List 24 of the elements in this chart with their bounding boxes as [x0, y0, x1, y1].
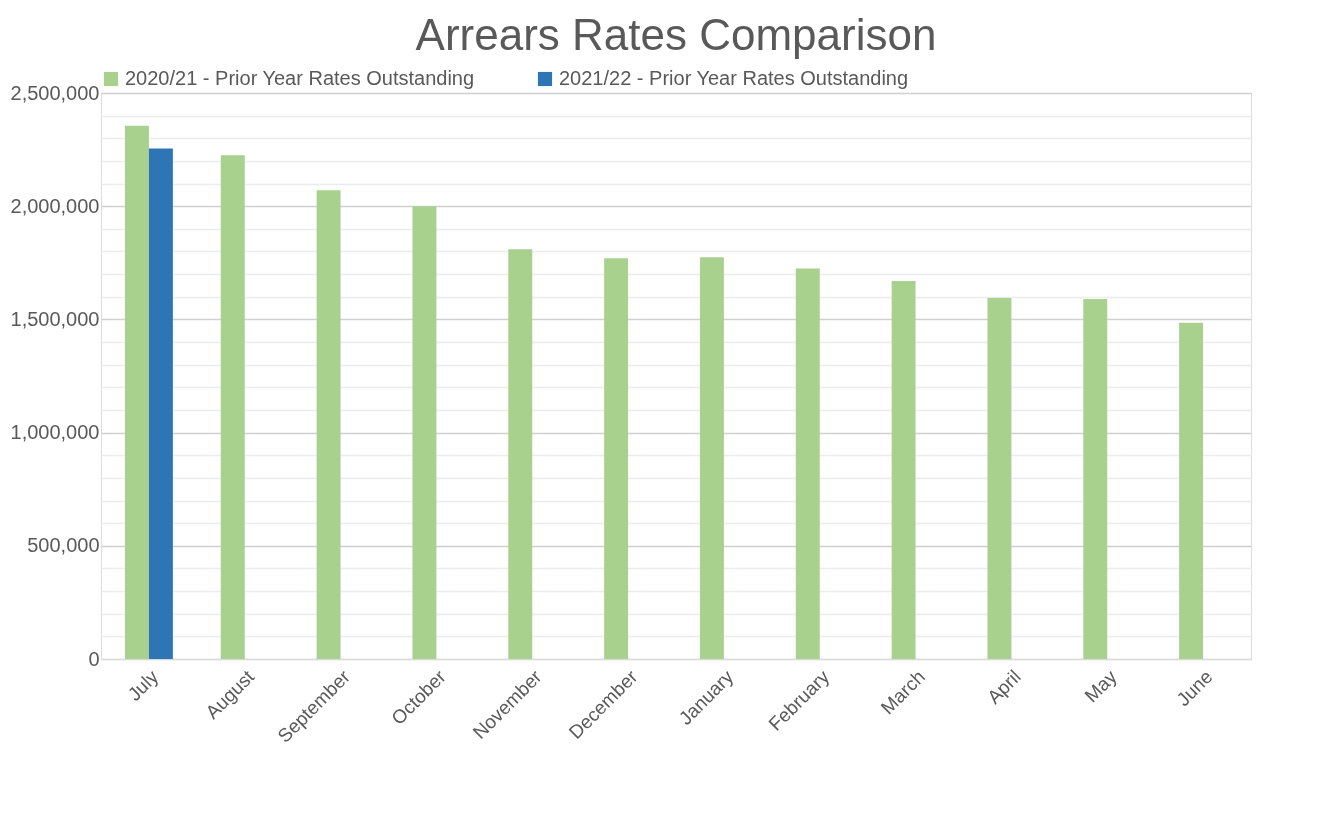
bar [699, 257, 724, 659]
x-tick-label: July [123, 665, 163, 705]
bar [795, 268, 820, 659]
bar [987, 297, 1012, 659]
bar [412, 206, 437, 659]
y-tick-label: 2,000,000 [10, 194, 100, 217]
bar [891, 280, 916, 659]
y-tick-label: 0 [88, 647, 100, 670]
y-tick-label: 2,500,000 [10, 81, 100, 104]
bar [148, 148, 173, 659]
chart-title: Arrears Rates Comparison [415, 10, 937, 59]
legend-label: 2021/22 - Prior Year Rates Outstanding [559, 67, 909, 89]
bar [1179, 322, 1204, 659]
x-tick-label: May [1080, 665, 1122, 707]
bar [124, 125, 149, 659]
bar [604, 258, 629, 659]
y-tick-label: 500,000 [27, 534, 100, 557]
y-tick-label: 1,500,000 [10, 307, 100, 330]
bar [220, 155, 245, 659]
bar [508, 249, 533, 659]
bar [316, 190, 341, 659]
bar [1083, 299, 1108, 659]
y-tick-label: 1,000,000 [10, 421, 100, 444]
legend-label: 2020/21 - Prior Year Rates Outstanding [125, 67, 475, 89]
